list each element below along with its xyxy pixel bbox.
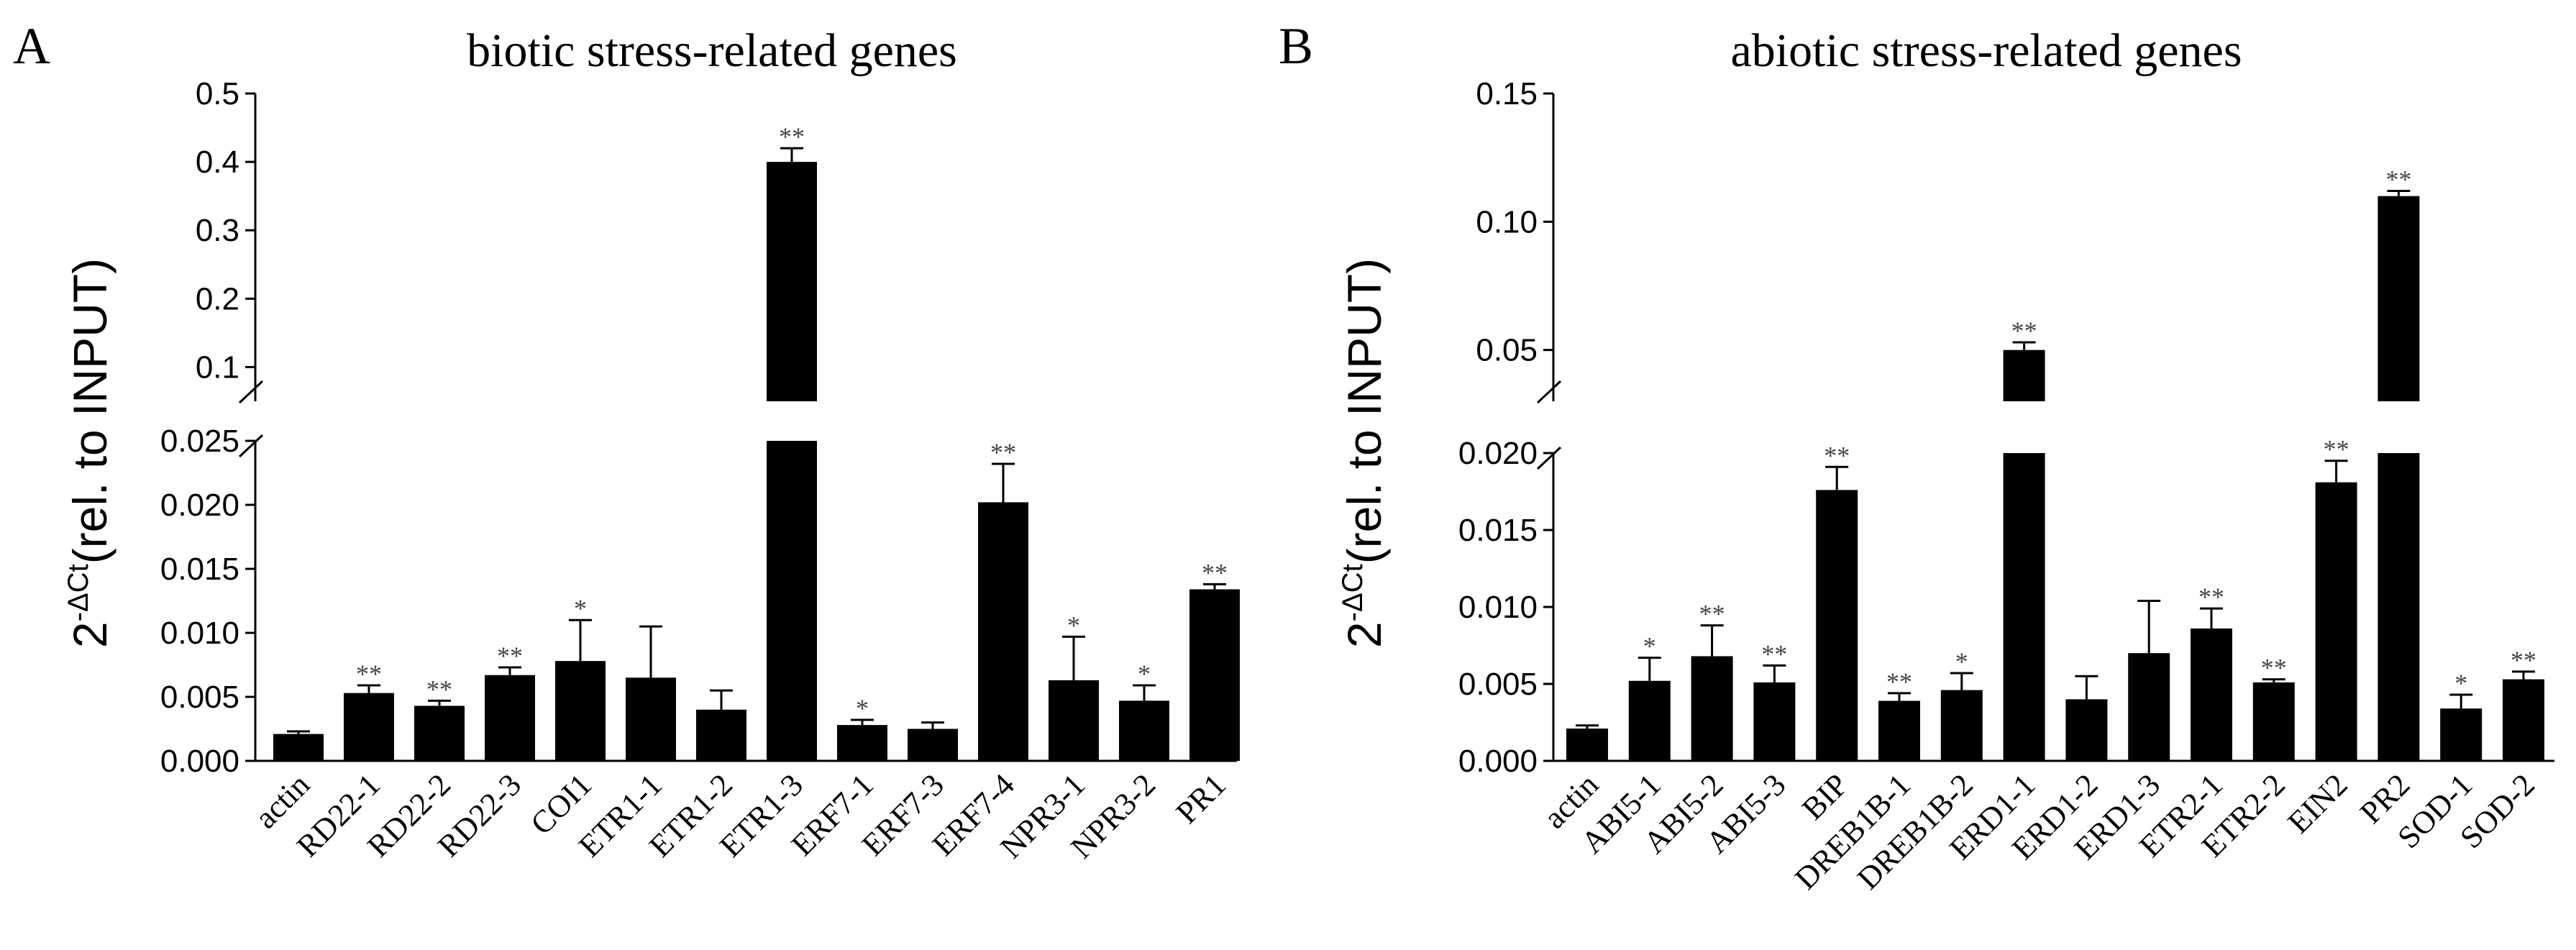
bar [2503,679,2544,761]
axis-break-mark [1536,380,1562,404]
y-tick-label: 0.3 [196,213,239,248]
significance-label: ** [1699,600,1725,629]
y-tick-label: 0.2 [196,281,239,316]
bar [1628,680,1671,761]
chart-title: abiotic stress-related genes [1730,24,2242,77]
y-label-base: 2 [63,621,117,648]
bar [344,693,394,761]
bar [2128,653,2170,761]
significance-label: ** [2011,316,2037,345]
bar [908,729,958,761]
y-label-text: (rel. to INPUT) [1338,258,1391,564]
panel-letter: A [13,17,50,75]
bar [1566,729,1608,761]
panel-letter: B [1279,17,1313,75]
significance-label: * [1955,647,1968,676]
y-tick-label: 0.015 [160,552,239,587]
significance-label: ** [1824,441,1850,470]
bar [1691,656,1733,761]
y-tick-label: 0.15 [1476,76,1538,111]
bar [626,677,676,761]
y-axis-label: 2-ΔCt(rel. to INPUT) [63,258,117,648]
y-tick-label: 0.010 [1458,590,1538,625]
y-tick-label: 0.5 [196,76,239,111]
axis-break-mark [238,380,264,404]
y-tick-label: 0.005 [160,680,239,715]
bar [1816,490,1858,761]
significance-label: * [856,694,869,723]
bar [2191,628,2232,761]
y-label-base: 2 [1338,621,1391,648]
y-tick-label: 0.020 [160,488,239,523]
significance-label: ** [1202,558,1228,587]
y-tick-label: 0.000 [160,744,239,779]
axis-break-mark [238,434,264,458]
significance-label: ** [1761,639,1787,668]
significance-label: * [574,594,587,623]
significance-label: ** [2511,646,2536,675]
significance-label: * [1138,659,1151,688]
bar [1119,700,1169,761]
y-tick-label: 0.1 [196,350,239,385]
bar [767,441,817,761]
y-tick-label: 0.4 [196,145,239,180]
significance-label: ** [426,675,452,703]
y-tick-label: 0.025 [160,424,239,459]
bar [1753,682,1796,761]
bar [978,502,1028,761]
bar [485,675,535,761]
bar [1049,680,1099,761]
significance-label: ** [497,641,523,670]
y-axis-label: 2-ΔCt(rel. to INPUT) [1337,258,1391,648]
bar [555,661,606,761]
y-tick-label: 0.015 [1458,513,1538,548]
bar [2315,482,2357,761]
bar [1940,690,1983,761]
significance-label: ** [779,122,805,151]
axis-break-mark [1536,446,1562,470]
y-tick-label: 0.05 [1476,333,1538,368]
bar [767,162,817,401]
x-tick-label: PR1 [1169,767,1233,830]
significance-label: ** [2261,654,2287,682]
bar [837,725,887,761]
bar [2440,708,2483,761]
bar [414,705,465,761]
significance-label: ** [2198,583,2224,611]
bar [2378,196,2420,401]
bar [273,734,324,761]
x-tick-label: EIN2 [2281,767,2355,840]
significance-label: * [1643,632,1656,661]
significance-label: ** [1886,667,1912,696]
bar [2252,682,2295,761]
bar [2003,350,2045,401]
bar [696,709,746,761]
significance-label: ** [990,438,1016,467]
y-tick-label: 0.020 [1458,436,1538,471]
significance-label: * [1067,611,1080,639]
bar [2065,699,2108,761]
y-tick-label: 0.005 [1458,667,1538,702]
y-tick-label: 0.10 [1476,204,1538,239]
significance-label: ** [2385,165,2411,194]
bar [2378,453,2420,761]
bar [1189,589,1240,761]
bar [1878,700,1920,761]
y-label-text: (rel. to INPUT) [63,258,117,564]
significance-label: * [2454,669,2467,698]
y-label-superscript: -ΔCt [1337,564,1369,621]
chart-title: biotic stress-related genes [467,24,957,77]
y-tick-label: 0.010 [160,616,239,651]
significance-label: ** [356,659,382,688]
significance-label: ** [2324,435,2349,464]
bar [2003,453,2045,761]
y-tick-label: 0.000 [1458,744,1538,779]
y-label-superscript: -ΔCt [63,564,94,621]
